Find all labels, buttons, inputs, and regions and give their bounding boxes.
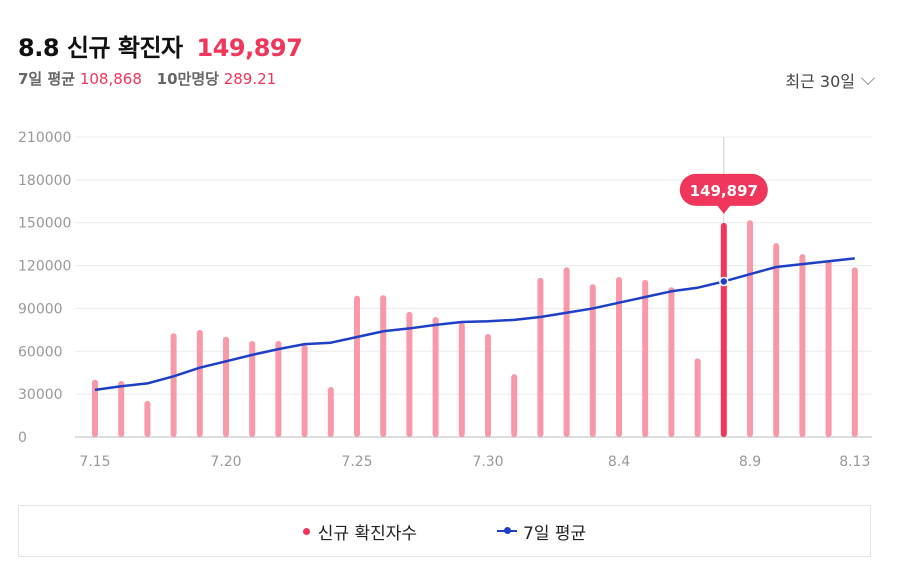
x-tick-label: 7.20 — [210, 454, 241, 470]
bar — [432, 317, 439, 437]
legend-item-bars[interactable]: 신규 확진자수 — [302, 519, 418, 544]
bar — [170, 333, 177, 437]
bar — [485, 333, 491, 437]
y-tick-label: 30000 — [18, 387, 63, 403]
x-tick-label: 8.13 — [839, 454, 870, 470]
bar — [380, 295, 387, 437]
per-capita-label: 10만명당 — [156, 70, 219, 88]
bar — [196, 329, 203, 437]
bar — [92, 379, 98, 437]
bar — [799, 254, 806, 437]
chart-title: 8.8 신규 확진자 149,897 — [18, 28, 303, 63]
chart-header: 8.8 신규 확진자 149,897 — [18, 28, 303, 63]
y-tick-label: 0 — [18, 430, 27, 446]
y-tick-label: 120000 — [18, 259, 71, 275]
x-tick-label: 7.30 — [472, 454, 503, 470]
bar-dot-icon — [302, 527, 310, 535]
title-text: 신규 확진자 — [66, 34, 183, 62]
y-tick-label: 180000 — [18, 173, 71, 189]
avg-line-point — [719, 276, 729, 287]
avg-label: 7일 평균 — [18, 70, 76, 88]
tooltip-label: 149,897 — [690, 182, 758, 200]
range-label: 최근 30일 — [785, 72, 855, 91]
x-tick-label: 7.15 — [79, 454, 110, 470]
x-tick-label: 8.4 — [608, 454, 630, 470]
bar — [563, 267, 570, 437]
bar — [589, 284, 596, 437]
tooltip-bubble — [679, 173, 768, 206]
legend-line-label: 7일 평균 — [523, 523, 587, 544]
bar — [144, 400, 151, 437]
chart-svg: 0 30000 60000 90000 120000 150000 180000 210000… — [18, 130, 872, 470]
bar — [406, 311, 413, 437]
y-tick-label: 90000 — [18, 301, 63, 317]
bar — [249, 341, 256, 437]
legend-bars-label: 신규 확진자수 — [317, 523, 418, 544]
bar — [616, 277, 622, 437]
bar — [694, 358, 701, 437]
y-tick-label: 210000 — [18, 130, 71, 146]
x-tick-label: 8.9 — [739, 454, 761, 470]
bar — [118, 381, 125, 437]
title-date: 8.8 — [18, 34, 60, 62]
per-capita-value: 289.21 — [223, 70, 277, 88]
y-tick-label: 150000 — [18, 216, 71, 232]
legend-item-line[interactable]: 7일 평균 — [497, 519, 586, 544]
line-dot-icon — [497, 527, 518, 535]
title-highlight-value: 149,897 — [196, 34, 303, 62]
x-tick-label: 7.25 — [341, 454, 372, 470]
chart-legend: 신규 확진자수 7일 평균 — [18, 505, 871, 557]
avg-line — [94, 257, 855, 392]
bar — [720, 222, 727, 437]
bar — [537, 277, 544, 437]
bar — [642, 279, 649, 437]
bar — [223, 336, 229, 437]
bar — [354, 295, 360, 437]
bar — [668, 287, 675, 437]
bar — [773, 243, 780, 437]
bar — [825, 260, 832, 437]
bar — [747, 220, 753, 437]
stats-subline: 7일 평균 108,868 10만명당 289.21 — [18, 68, 286, 89]
avg-value: 108,868 — [79, 70, 142, 88]
bar — [851, 267, 858, 437]
range-select[interactable]: 최근 30일 — [785, 68, 876, 92]
tooltip-pointer — [716, 204, 731, 214]
bar — [511, 374, 518, 437]
bar — [327, 387, 334, 437]
bar — [301, 344, 308, 437]
bar — [275, 340, 282, 437]
y-tick-label: 60000 — [18, 344, 63, 360]
bar — [458, 322, 465, 437]
